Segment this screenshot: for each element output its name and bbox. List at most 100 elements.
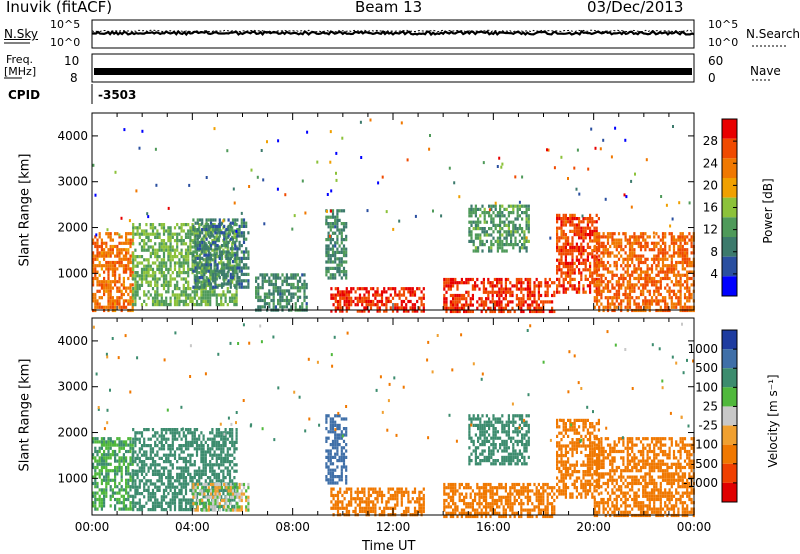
velocity-echo-cell xyxy=(143,469,146,473)
power-echo-cell xyxy=(389,306,392,310)
velocity-echo-cell xyxy=(176,492,179,496)
power-echo-cell xyxy=(639,248,643,252)
power-echo-cell xyxy=(122,270,125,274)
power-echo-cell xyxy=(285,295,288,299)
power-echo-cell xyxy=(365,303,368,307)
velocity-echo-cell xyxy=(122,494,125,498)
velocity-echo-cell xyxy=(140,434,144,438)
power-echo-cell xyxy=(198,223,201,227)
power-echo-cell xyxy=(235,261,238,265)
power-echo-cell xyxy=(372,287,375,291)
velocity-echo-cell xyxy=(233,444,236,448)
velocity-echo-cell xyxy=(247,508,250,512)
power-echo-cell xyxy=(533,309,536,314)
power-echo-cell xyxy=(553,281,556,285)
velocity-echo-cell xyxy=(132,504,135,508)
power-echo-cell xyxy=(222,290,225,294)
power-echo-cell xyxy=(96,299,99,303)
power-echo-cell xyxy=(633,254,636,258)
velocity-echo-cell xyxy=(149,437,152,441)
power-echo-cell xyxy=(127,286,130,290)
velocity-echo-cell xyxy=(111,443,114,447)
power-echo-cell xyxy=(220,244,224,248)
velocity-echo-cell xyxy=(103,478,106,482)
power-echo-cell xyxy=(377,181,380,185)
power-echo-cell xyxy=(413,306,417,310)
power-echo-cell xyxy=(675,302,678,306)
velocity-echo-cell xyxy=(103,453,106,457)
power-echo-cell xyxy=(670,299,673,303)
power-echo-cell xyxy=(496,239,499,243)
power-echo-cell xyxy=(653,248,656,252)
velocity-echo-cell xyxy=(162,495,166,499)
power-echo-cell xyxy=(238,247,241,251)
power-echo-cell xyxy=(383,303,386,307)
velocity-echo-cell xyxy=(202,456,205,460)
power-echo-cell xyxy=(225,276,228,280)
power-echo-cell xyxy=(92,257,95,261)
power-echo-cell xyxy=(477,220,480,224)
power-echo-cell xyxy=(158,264,161,268)
power-echo-cell xyxy=(523,239,526,243)
power-echo-cell xyxy=(339,299,342,304)
velocity-echo-cell xyxy=(204,456,207,460)
power-echo-cell xyxy=(156,287,159,291)
power-echo-cell xyxy=(340,263,343,267)
power-echo-cell xyxy=(158,235,161,239)
power-echo-cell xyxy=(236,228,239,232)
velocity-echo-cell xyxy=(120,459,123,463)
power-echo-cell xyxy=(114,299,117,303)
power-echo-cell xyxy=(171,271,174,275)
power-echo-cell xyxy=(192,260,195,264)
velocity-echo-cell xyxy=(218,508,221,512)
power-echo-cell xyxy=(212,279,215,283)
power-echo-cell xyxy=(520,297,523,301)
power-echo-cell xyxy=(537,306,540,310)
power-echo-cell xyxy=(192,224,195,228)
power-echo-cell xyxy=(361,287,364,291)
power-echo-cell xyxy=(303,295,306,299)
power-echo-cell xyxy=(223,269,226,273)
velocity-echo-cell xyxy=(127,449,130,454)
velocity-echo-cell xyxy=(147,492,150,496)
power-echo-cell xyxy=(454,303,457,307)
power-echo-cell xyxy=(207,250,210,254)
power-echo-cell xyxy=(154,277,157,281)
power-echo-cell xyxy=(507,230,510,234)
power-echo-cell xyxy=(330,296,333,300)
power-echo-cell xyxy=(365,299,368,304)
power-echo-cell xyxy=(635,257,638,261)
velocity-echo-cell xyxy=(171,437,174,441)
power-echo-cell xyxy=(504,281,507,285)
power-echo-cell xyxy=(604,267,607,271)
power-echo-cell xyxy=(613,273,616,277)
power-echo-cell xyxy=(277,276,280,280)
power-echo-cell xyxy=(582,258,585,262)
power-echo-cell xyxy=(209,277,212,281)
power-echo-cell xyxy=(165,296,168,300)
power-echo-cell xyxy=(593,264,596,268)
velocity-echo-cell xyxy=(204,501,207,505)
power-echo-cell xyxy=(268,279,271,283)
velocity-echo-cell xyxy=(216,498,219,503)
power-echo-cell xyxy=(284,193,287,197)
power-echo-cell xyxy=(626,267,629,271)
power-echo-cell xyxy=(520,287,523,291)
power-echo-cell xyxy=(480,300,483,304)
power-echo-cell xyxy=(127,251,130,255)
power-echo-cell xyxy=(571,229,574,233)
power-echo-cell xyxy=(182,277,185,281)
velocity-echo-cell xyxy=(220,486,224,490)
power-echo-cell xyxy=(120,251,123,255)
power-echo-cell xyxy=(359,120,362,124)
power-echo-cell xyxy=(628,254,632,258)
power-echo-cell xyxy=(201,237,204,241)
power-echo-cell xyxy=(571,236,574,240)
velocity-echo-cell xyxy=(195,495,199,499)
power-echo-cell xyxy=(195,299,199,303)
power-echo-cell xyxy=(209,282,213,286)
power-echo-cell xyxy=(659,299,662,303)
velocity-echo-cell xyxy=(206,492,210,496)
power-echo-cell xyxy=(578,226,581,230)
power-echo-cell xyxy=(562,287,565,291)
